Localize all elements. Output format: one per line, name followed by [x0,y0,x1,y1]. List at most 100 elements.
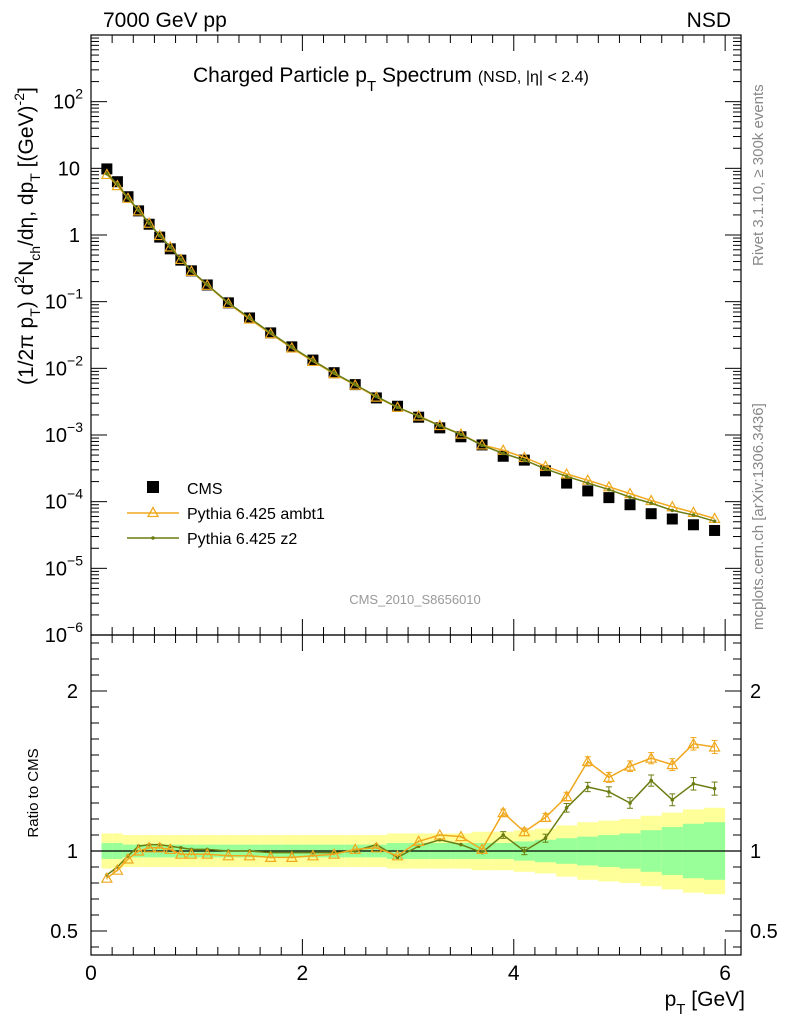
z2-main-point [543,467,548,471]
z2-ratio-point [649,778,653,783]
ambt1-ratio-point [433,828,446,840]
legend-ambt1-marker [146,506,160,518]
ambt1-ratio-point [174,847,187,859]
analysis-watermark: CMS_2010_S8656010 [349,592,481,607]
z2-main-point [459,432,463,437]
ambt1-main-point [370,390,383,402]
z2-ratio-point [670,798,675,802]
z2-ratio-point [522,849,527,853]
z2-main-point [628,495,632,499]
process-label: NSD [687,9,731,32]
ambt1-ratio-point [222,849,235,861]
cms-data-point [624,499,636,511]
z2-main-point [480,443,484,448]
ratio-y-tick-label-right: 1 [750,841,761,863]
ambt1-ratio-point [666,758,679,770]
ambt1-ratio-point [687,737,700,749]
cms-data-point [687,519,699,531]
x-tick-label: 0 [85,962,97,985]
z2-main-point [712,519,717,523]
ambt1-main-point [100,168,113,180]
main-y-tick-label: 10−4 [45,486,83,514]
ambt1-ratio-point [201,847,214,859]
z2-main-point [395,405,400,410]
plot-title: Charged Particle pT Spectrum (NSD, |η| < … [193,64,589,95]
main-y-tick-label: 10−1 [45,286,83,314]
z2-main-point [437,423,442,428]
legend: CMS Pythia 6.425 ambt1 Pythia 6.425 z2 [127,481,325,548]
ambt1-main-point [306,355,319,367]
legend-z2-marker [151,536,155,540]
z2-main-point [649,501,653,505]
z2-main-point [226,301,231,305]
ambt1-ratio-point [349,843,362,855]
z2-main-point [585,481,590,485]
ambt1-ratio-point [539,811,552,823]
ambt1-ratio-point [153,841,166,853]
ambt1-ratio-point [121,852,135,864]
main-y-tick-label: 1 [69,225,80,247]
ambt1-main-point [111,179,124,191]
z2-main-point [311,358,315,363]
ambt1-ratio-point [497,806,510,818]
ambt1-ratio-point [164,843,177,855]
z2-main-point [607,487,611,492]
ratio-y-tick-label-right: 0.5 [750,921,778,943]
z2-ratio-point [712,786,717,791]
main-y-tick-label: 10−3 [45,419,83,447]
cms-data-point [497,450,509,462]
ambt1-main-point [164,240,177,252]
cms-data-point [603,492,615,504]
ambt1-main-point [328,367,341,379]
ambt1-ratio-line [106,743,715,879]
ambt1-main-point [174,253,187,265]
x-tick-label: 2 [297,962,309,985]
ambt1-main-point [201,279,214,290]
legend-z2-label: Pythia 6.425 z2 [187,531,297,548]
cms-data-point [164,243,176,255]
ambt1-ratio-point [306,849,319,861]
ambt1-ratio-point [645,751,658,763]
main-y-tick-label: 10−2 [45,352,83,380]
z2-ratio-point [585,785,590,789]
ambt1-ratio-point [708,740,721,752]
x-tick-label: 4 [508,962,520,985]
ambt1-main-point [143,217,156,228]
ratio-y-axis-label: Ratio to CMS [25,748,42,837]
ratio-plot-frame [90,634,742,956]
ambt1-ratio-point [370,841,383,853]
z2-main-line [106,173,715,522]
main-y-tick-label: 10−5 [45,552,83,580]
ambt1-ratio-point [581,755,594,767]
ambt1-ratio-point [132,844,145,856]
ambt1-ratio-point [412,835,425,847]
ambt1-ratio-point [391,849,404,861]
z2-ratio-point [543,836,548,840]
z2-ratio-point [628,801,632,805]
z2-ratio-line [106,779,715,876]
z2-ratio-point [564,806,569,810]
ambt1-ratio-point [185,847,198,859]
main-plot-content: 102 10 1 10−1 10−2 10−3 10−4 10−5 10−6 [45,35,741,647]
legend-cms-marker [147,481,159,493]
ambt1-main-point [185,265,198,276]
z2-main-point [691,513,696,517]
ambt1-ratio-point [454,830,467,842]
ambt1-main-point [243,312,256,324]
z2-main-point [157,233,162,238]
z2-main-point [115,182,120,186]
ambt1-ratio-point [264,851,277,863]
z2-main-point [268,331,273,335]
z2-main-point [564,474,569,479]
ambt1-main-point [121,192,135,203]
ambt1-ratio-point [111,863,124,875]
legend-ambt1-label: Pythia 6.425 ambt1 [187,506,325,523]
cms-data-point [645,508,657,520]
z2-main-point [501,451,505,456]
z2-main-point [247,316,252,320]
ambt1-ratio-point [143,841,156,853]
ambt1-main-point [264,327,277,339]
rivet-version-label: Rivet 3.1.10, ≥ 300k events [750,84,767,266]
ratio-y-tick-label: 0.5 [50,921,78,943]
